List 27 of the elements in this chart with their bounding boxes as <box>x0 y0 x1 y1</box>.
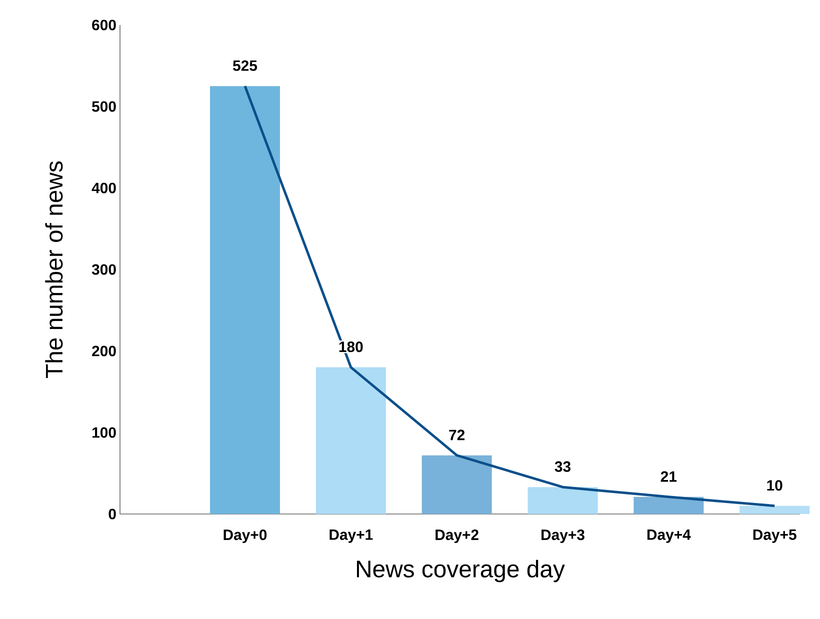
y-tick-label: 300 <box>92 264 116 275</box>
x-axis-title: News coverage day <box>356 560 565 582</box>
data-label: 33 <box>554 461 571 472</box>
y-tick-label: 200 <box>92 346 116 356</box>
bar <box>740 506 810 514</box>
data-label: 21 <box>660 471 677 482</box>
bar <box>634 496 704 514</box>
x-tick-label: Day+1 <box>330 530 373 543</box>
x-tick-label: Day+5 <box>753 530 796 543</box>
y-tick-label: 0 <box>108 508 116 520</box>
y-tick-label: 500 <box>92 101 116 112</box>
x-tick-label: Day+2 <box>436 530 478 544</box>
bar <box>316 367 386 514</box>
data-label: 10 <box>767 480 782 491</box>
y-tick-label: 400 <box>92 182 116 194</box>
x-tick-label: Day+4 <box>647 530 691 543</box>
data-label: 180 <box>339 342 363 352</box>
data-label: 525 <box>232 60 258 71</box>
y-axis-title: The number of news <box>45 161 63 378</box>
data-label: 72 <box>449 430 465 440</box>
y-tick-label: 600 <box>92 20 116 30</box>
x-tick-label: Day+3 <box>542 530 584 544</box>
x-tick-label: Day+0 <box>224 530 267 544</box>
bar <box>210 86 280 514</box>
bar <box>528 487 598 514</box>
y-tick-label: 100 <box>92 427 116 438</box>
bar <box>422 455 492 514</box>
